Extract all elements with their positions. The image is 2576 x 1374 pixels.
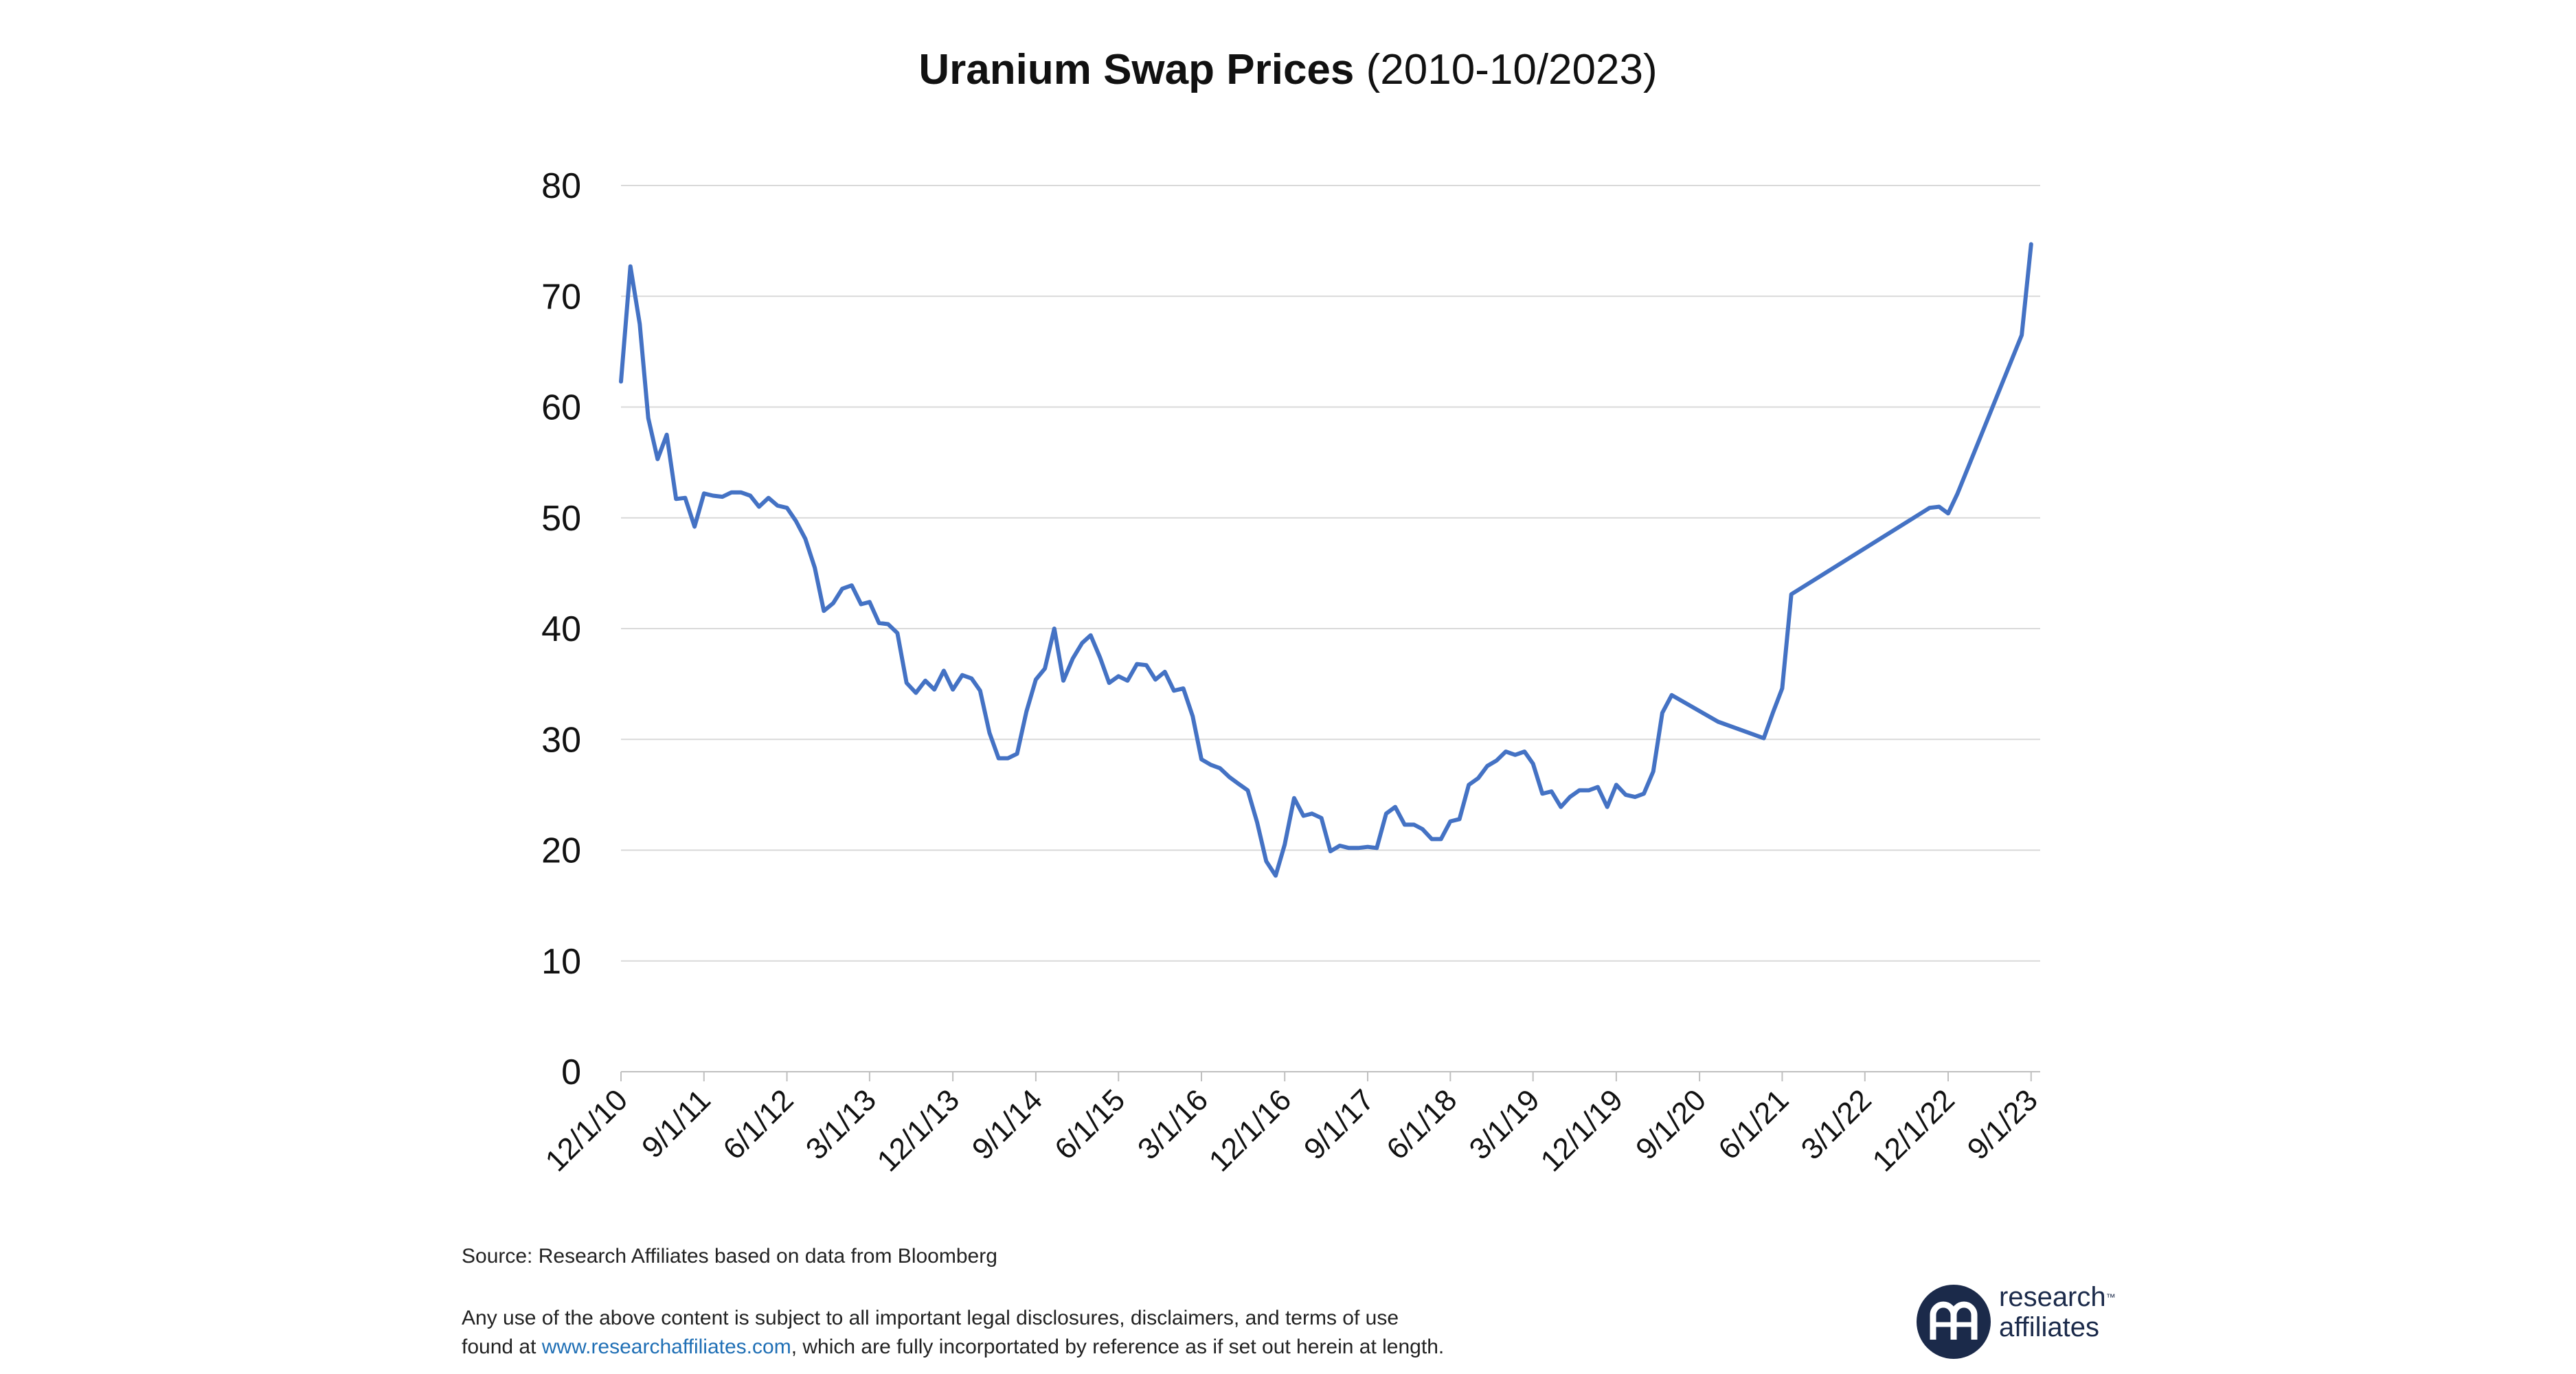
x-tick-label-3: 3/1/13	[800, 1083, 883, 1166]
x-tick-label-13: 9/1/20	[1629, 1083, 1713, 1166]
y-tick-label-70: 70	[541, 277, 581, 317]
x-tick-label-12: 12/1/19	[1534, 1083, 1629, 1178]
series-line-0	[619, 242, 2033, 878]
disclaimer: Any use of the above content is subject …	[462, 1304, 1629, 1362]
x-tick-label-17: 9/1/23	[1961, 1083, 2044, 1166]
y-tick-label-30: 30	[541, 720, 581, 760]
x-tick-label-0: 12/1/10	[539, 1083, 634, 1178]
x-tick-label-9: 9/1/17	[1298, 1083, 1381, 1166]
x-tick-label-11: 3/1/19	[1463, 1083, 1546, 1166]
research-affiliates-logo: research™ affiliates	[1917, 1279, 2143, 1360]
chart-title: Uranium Swap Prices (2010-10/2023)	[0, 43, 2576, 98]
chart-title-main: Uranium Swap Prices	[918, 46, 1355, 93]
y-axis-ticks: 0 10 20 30 40 50 60 70 80	[541, 166, 581, 1092]
disclaimer-link[interactable]: www.researchaffiliates.com	[541, 1336, 791, 1358]
y-tick-label-10: 10	[541, 942, 581, 982]
x-tick-label-14: 6/1/21	[1712, 1083, 1795, 1166]
x-tick-label-10: 6/1/18	[1380, 1083, 1463, 1166]
x-tick-label-6: 6/1/15	[1048, 1083, 1131, 1166]
x-tick-label-8: 12/1/16	[1203, 1083, 1298, 1178]
gridlines	[621, 185, 2040, 962]
y-tick-label-40: 40	[541, 609, 581, 649]
disclaimer-prefix: found at	[462, 1336, 542, 1358]
x-tick-label-15: 3/1/22	[1795, 1083, 1878, 1166]
series-group	[619, 242, 2033, 878]
x-tick-label-5: 9/1/14	[966, 1083, 1049, 1166]
logo-word-research: research	[1999, 1282, 2106, 1312]
x-tick-label-1: 9/1/11	[635, 1083, 717, 1164]
logo-trademark: ™	[2105, 1292, 2116, 1303]
logo-text: research™ affiliates	[1999, 1282, 2116, 1342]
logo-mark-icon	[1917, 1285, 1991, 1359]
disclaimer-line-1: Any use of the above content is subject …	[462, 1307, 1399, 1329]
x-tick-label-7: 3/1/16	[1131, 1083, 1214, 1166]
logo-line-1: research™	[1999, 1282, 2116, 1312]
y-tick-label-50: 50	[541, 499, 581, 539]
disclaimer-suffix: , which are fully incorportated by refer…	[791, 1336, 1445, 1358]
x-tick-label-2: 6/1/12	[716, 1083, 800, 1166]
chart-title-subtitle: (2010-10/2023)	[1366, 46, 1658, 93]
x-tick-label-4: 12/1/13	[871, 1083, 966, 1178]
y-tick-label-20: 20	[541, 831, 581, 871]
y-tick-label-80: 80	[541, 166, 581, 206]
disclaimer-line-2: found at www.researchaffiliates.com, whi…	[462, 1333, 1629, 1362]
y-tick-label-0: 0	[561, 1052, 581, 1092]
x-tick-label-16: 12/1/22	[1866, 1083, 1961, 1178]
y-tick-label-60: 60	[541, 388, 581, 428]
source-note: Source: Research Affiliates based on dat…	[462, 1245, 997, 1268]
logo-line-2: affiliates	[1999, 1312, 2100, 1342]
